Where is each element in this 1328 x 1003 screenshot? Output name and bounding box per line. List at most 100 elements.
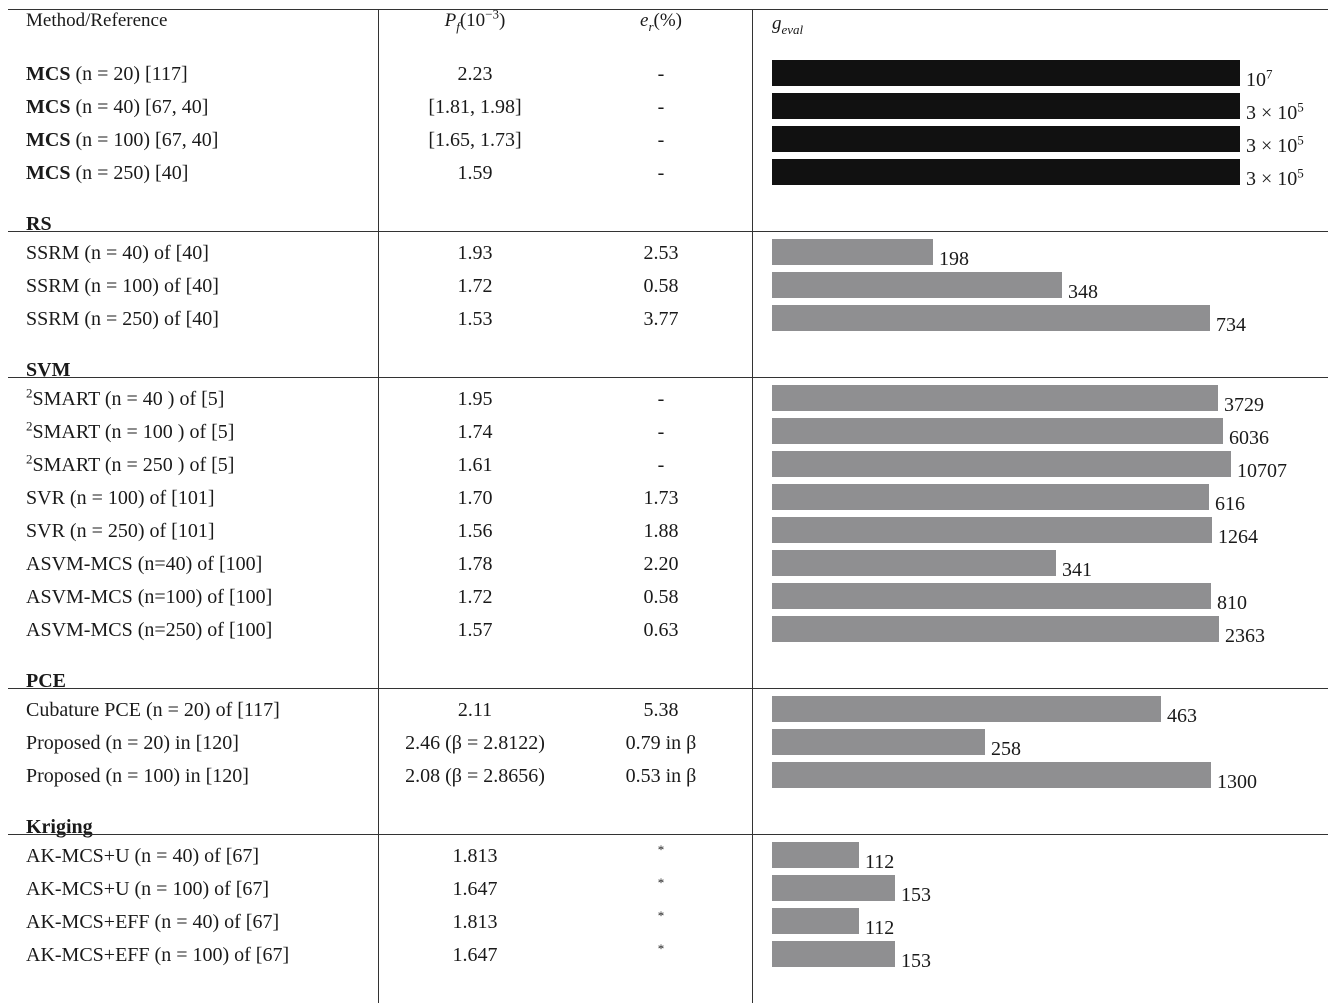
geval-label: 616	[1215, 493, 1245, 515]
method-text: Cubature PCE (n = 20) of [117]	[26, 699, 280, 721]
geval-label: 1300	[1217, 771, 1257, 793]
pf-cell: 1.56	[457, 520, 493, 542]
er-cell: 0.53 in β	[625, 765, 697, 787]
method-cell: AK-MCS+EFF (n = 100) of [67]	[26, 943, 289, 967]
geval-label: 112	[865, 917, 895, 939]
method-cell: MCS (n = 250) [40]	[26, 161, 188, 185]
geval-bar	[772, 305, 1210, 331]
pf-cell: 1.813	[452, 845, 498, 867]
method-text: Proposed (n = 100) in [120]	[26, 765, 249, 787]
pf-cell: 1.93	[457, 242, 493, 264]
pf-cell: 1.95	[457, 388, 493, 410]
pf-cell: 1.61	[457, 454, 493, 476]
method-text: AK-MCS+U (n = 40) of [67]	[26, 845, 260, 867]
method-text: AK-MCS+EFF (n = 100) of [67]	[26, 944, 290, 966]
pf-cell: 1.74	[457, 421, 493, 443]
method-cell: ASVM-MCS (n=40) of [100]	[26, 552, 262, 576]
method-text: Proposed (n = 20) in [120]	[26, 732, 239, 754]
geval-bar	[772, 762, 1211, 788]
geval-bar	[772, 517, 1212, 543]
method-cell: 2SMART (n = 100 ) of [5]	[26, 418, 235, 444]
header-geval: geval	[772, 13, 804, 37]
er-cell: *	[657, 908, 665, 923]
geval-bar	[772, 875, 895, 901]
er-cell: 0.79 in β	[625, 732, 697, 754]
method-cell: SSRM (n = 250) of [40]	[26, 307, 219, 331]
method-text: SVR (n = 100) of [101]	[26, 487, 215, 509]
er-cell: *	[657, 842, 665, 857]
method-prefix: MCS	[26, 129, 71, 151]
pf-cell: 1.70	[457, 487, 493, 509]
method-text: AK-MCS+EFF (n = 40) of [67]	[26, 911, 280, 933]
geval-bar	[772, 93, 1240, 119]
method-cell: SVR (n = 100) of [101]	[26, 486, 215, 510]
pf-cell: 2.23	[457, 63, 493, 85]
geval-bar	[772, 451, 1231, 477]
er-cell: 2.53	[643, 242, 679, 264]
method-cell: SVR (n = 250) of [101]	[26, 519, 215, 543]
method-text: SMART (n = 100 ) of [5]	[32, 421, 235, 443]
geval-label: 198	[939, 248, 969, 270]
geval-label: 810	[1217, 592, 1247, 614]
geval-bar	[772, 696, 1161, 722]
geval-bar	[772, 908, 859, 934]
pf-cell: 1.72	[457, 275, 493, 297]
pf-cell: [1.81, 1.98]	[428, 96, 522, 118]
pf-cell: 2.08 (β = 2.8656)	[405, 765, 545, 787]
geval-bar	[772, 842, 859, 868]
method-text: (n = 20) [117]	[70, 63, 188, 85]
section-title: Kriging	[26, 816, 93, 838]
method-cell: ASVM-MCS (n=250) of [100]	[26, 618, 272, 642]
header-pf: Pf(10−3)	[444, 6, 506, 34]
method-text: AK-MCS+U (n = 100) of [67]	[26, 878, 270, 900]
geval-bar	[772, 729, 985, 755]
section-rule	[8, 377, 1328, 378]
er-cell: -	[657, 162, 665, 184]
method-text: SMART (n = 40 ) of [5]	[32, 388, 225, 410]
header-er: er(%)	[640, 10, 682, 34]
er-cell: -	[657, 454, 665, 476]
er-cell: -	[657, 129, 665, 151]
method-text: SSRM (n = 100) of [40]	[26, 275, 219, 297]
geval-bar	[772, 484, 1209, 510]
column-divider-1	[378, 10, 379, 1003]
geval-label: 3 × 105	[1246, 99, 1304, 124]
geval-label: 258	[991, 738, 1021, 760]
geval-label: 463	[1167, 705, 1197, 727]
geval-label: 341	[1062, 559, 1092, 581]
er-cell: -	[657, 96, 665, 118]
geval-label: 107	[1246, 66, 1273, 91]
geval-label: 112	[865, 851, 895, 873]
method-text: (n = 250) [40]	[70, 162, 189, 184]
method-cell: Proposed (n = 20) in [120]	[26, 731, 239, 755]
method-prefix: MCS	[26, 162, 71, 184]
method-superscript: 2	[26, 385, 33, 401]
method-cell: MCS (n = 100) [67, 40]	[26, 128, 218, 152]
geval-bar	[772, 418, 1223, 444]
geval-label: 348	[1068, 281, 1098, 303]
geval-label: 6036	[1229, 427, 1269, 449]
method-superscript: 2	[26, 418, 33, 434]
geval-label: 2363	[1225, 625, 1265, 647]
pf-cell: 2.46 (β = 2.8122)	[405, 732, 545, 754]
pf-cell: 1.647	[452, 944, 498, 966]
section-rule	[8, 688, 1328, 689]
section-title: SVM	[26, 359, 71, 381]
geval-label: 10707	[1237, 460, 1287, 482]
section-title: RS	[26, 213, 52, 235]
er-cell: -	[657, 388, 665, 410]
geval-bar	[772, 239, 933, 265]
pf-cell: 1.57	[457, 619, 493, 641]
er-cell: 1.73	[643, 487, 679, 509]
pf-cell: 1.72	[457, 586, 493, 608]
geval-bar	[772, 385, 1218, 411]
er-cell: -	[657, 421, 665, 443]
er-cell: *	[657, 875, 665, 890]
method-prefix: MCS	[26, 63, 71, 85]
er-cell: 0.58	[643, 586, 679, 608]
geval-bar	[772, 272, 1062, 298]
geval-bar	[772, 941, 895, 967]
geval-bar	[772, 583, 1211, 609]
geval-label: 1264	[1218, 526, 1258, 548]
